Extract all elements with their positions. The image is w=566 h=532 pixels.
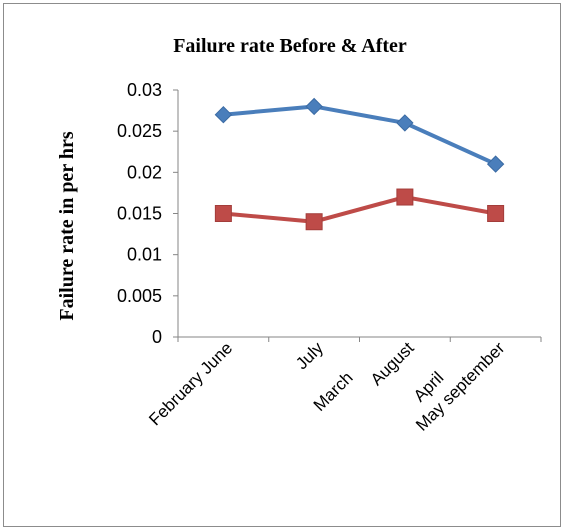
y-tick-label: 0 <box>152 327 162 347</box>
series-2 <box>214 188 505 231</box>
y-tick-label: 0.025 <box>117 121 162 141</box>
data-point-diamond <box>305 97 323 116</box>
series-line <box>223 104 497 166</box>
data-point-square <box>214 205 232 222</box>
x-tick-label: February June <box>145 338 236 429</box>
data-point-square <box>305 213 323 231</box>
chart-frame <box>3 3 561 527</box>
data-point-diamond <box>214 105 233 124</box>
data-point-diamond <box>486 155 505 173</box>
y-axis-label: Failure rate in per hrs <box>56 131 78 320</box>
data-point-diamond <box>396 114 414 132</box>
y-tick-label: 0.01 <box>127 245 162 265</box>
x-tick-label: August <box>367 338 418 389</box>
y-axis-ticks: 0 0.005 0.01 0.015 0.02 0.025 0.03 <box>117 80 178 347</box>
data-point-square <box>396 188 414 206</box>
y-tick-label: 0.005 <box>117 286 162 306</box>
y-tick-label: 0.03 <box>127 80 162 100</box>
x-tick-label: March <box>310 368 357 415</box>
chart-title: Failure rate Before & After <box>173 35 407 57</box>
series-1 <box>214 97 505 173</box>
x-tick-label: July <box>292 338 327 373</box>
series-layer <box>214 97 505 231</box>
data-point-square <box>487 205 505 222</box>
y-tick-label: 0.02 <box>127 162 162 182</box>
y-tick-label: 0.015 <box>117 204 162 224</box>
series-line <box>223 195 496 224</box>
x-tick-label-group: February June <box>145 338 236 429</box>
